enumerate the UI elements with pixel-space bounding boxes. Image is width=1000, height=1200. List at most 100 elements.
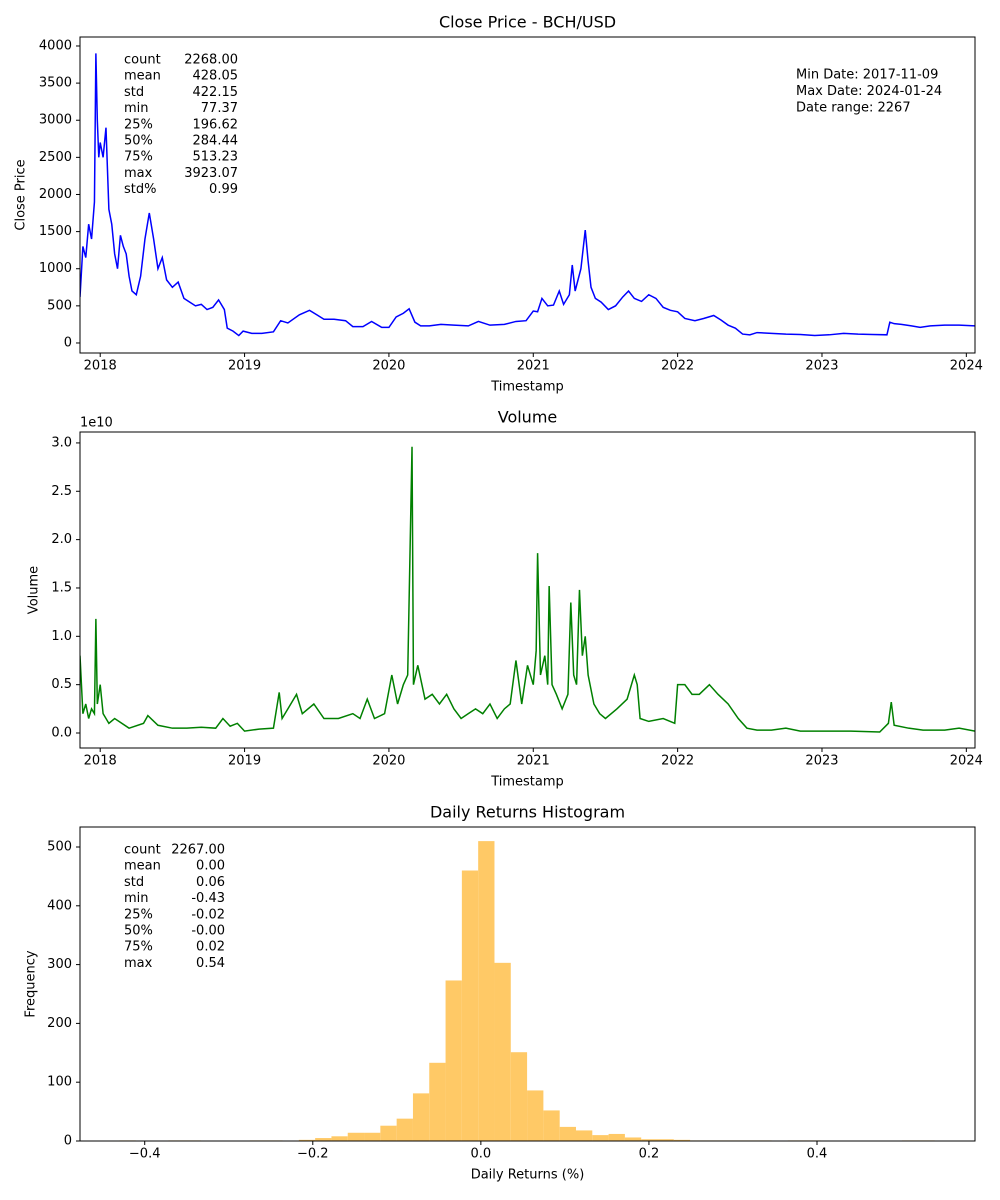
stat-value: 0.06 [196,875,225,890]
chart-title: Daily Returns Histogram [430,803,625,822]
y-tick-label: 500 [47,839,72,854]
stat-value: -0.02 [191,907,225,922]
stat-value: 2267.00 [171,843,225,858]
hist-bar [445,980,462,1141]
stat-label: count [124,53,161,68]
hist-bar [608,1133,625,1141]
y-axis-label: Close Price [14,159,29,230]
x-tick-label: 2022 [661,359,694,374]
stat-label: min [124,101,149,116]
x-tick-label: 2020 [372,359,405,374]
y-tick-label: 3000 [39,113,72,128]
y-axis-label: Volume [27,566,42,614]
y-tick-label: 4000 [39,38,72,53]
axes-frame [79,431,976,749]
hist-bar [396,1118,413,1141]
x-tick-label: 2024 [950,359,983,374]
stat-label: std [124,85,144,100]
y-tick-label: 2000 [39,187,72,202]
annotation: Date range: 2267 [796,101,911,116]
axes-frame [79,826,976,1142]
x-tick-label: 0.0 [471,1147,492,1162]
x-axis-label: Daily Returns (%) [471,1168,585,1183]
stat-value: 0.02 [196,940,225,955]
hist-bar [641,1139,658,1141]
hist-bar [347,1132,365,1141]
hist-bar [657,1139,674,1141]
annotation: Max Date: 2024-01-24 [796,84,942,99]
y-tick-label: 400 [47,898,72,913]
y-tick-label: 500 [47,298,72,313]
hist-bar [673,1139,691,1141]
hist-bar [575,1130,593,1141]
y-tick-label: 2.5 [51,484,72,499]
axis-offset-label: 1e10 [80,416,113,431]
x-tick-label: 2023 [805,359,838,374]
y-tick-label: 1.5 [51,580,72,595]
x-tick-label: 0.2 [639,1147,660,1162]
hist-bar [412,1093,430,1141]
x-tick-label: −0.4 [129,1147,161,1162]
stat-value: 422.15 [193,85,239,100]
stat-label: 75% [124,150,153,165]
stat-label: count [124,843,161,858]
stat-label: std% [124,182,156,197]
x-tick-label: 2023 [805,754,838,769]
y-tick-label: 300 [47,957,72,972]
stat-value: 428.05 [193,69,239,84]
y-tick-label: 2.0 [51,532,72,547]
y-tick-label: 1500 [39,224,72,239]
x-tick-label: −0.2 [297,1147,329,1162]
x-axis-label: Timestamp [490,775,564,790]
x-tick-label: 2019 [228,754,261,769]
stat-value: -0.43 [191,891,225,906]
hist-bar [478,841,495,1141]
x-tick-label: 2020 [372,754,405,769]
hist-bar [429,1062,446,1141]
stat-value: 77.37 [201,101,238,116]
annotation: Min Date: 2017-11-09 [796,68,938,83]
stat-value: 0.54 [196,956,225,971]
stat-label: std [124,875,144,890]
chart-title: Volume [498,408,558,427]
x-tick-label: 2018 [84,754,117,769]
hist-bar [510,1052,528,1141]
y-axis-label: Frequency [24,950,39,1017]
hist-bar [527,1090,544,1141]
stat-value: 3923.07 [184,166,238,181]
x-tick-label: 2022 [661,754,694,769]
stat-value: 284.44 [193,134,239,149]
x-tick-label: 0.4 [807,1147,828,1162]
x-axis-label: Timestamp [490,380,564,395]
x-tick-label: 2021 [517,754,550,769]
chart-title: Close Price - BCH/USD [439,13,616,32]
hist-bar [494,962,511,1141]
axes-frame [79,36,976,354]
stat-value: -0.00 [191,924,225,939]
hist-bar [380,1125,397,1141]
stat-value: 2268.00 [184,53,238,68]
hist-bar [559,1126,576,1141]
stat-value: 0.99 [209,182,238,197]
subplot: 2018 2019 2020 2021 2022 2023 2024 0.0 0.5 1.0 1.5… [27,408,983,790]
subplot: −0.4 −0.2 0.0 0.2 0.4 0 100 200 300 400 500 Daily R… [24,803,976,1183]
hist-bar [331,1136,348,1141]
stat-label: mean [124,69,161,84]
stat-label: 50% [124,134,153,149]
x-tick-label: 2019 [228,359,261,374]
y-tick-label: 0.5 [51,677,72,692]
hist-bar [364,1132,381,1141]
x-tick-label: 2021 [517,359,550,374]
stat-value: 0.00 [196,859,225,874]
stat-value: 196.62 [193,117,239,132]
hist-bar [315,1138,332,1141]
stat-label: 25% [124,907,153,922]
stat-value: 513.23 [193,150,239,165]
stat-label: max [124,166,153,181]
subplot: 2018 2019 2020 2021 2022 2023 2024 0 500 1000 1500… [14,13,983,395]
y-tick-label: 1.0 [51,629,72,644]
hist-bar [624,1137,642,1141]
y-tick-label: 1000 [39,261,72,276]
stat-label: mean [124,859,161,874]
stat-label: 50% [124,924,153,939]
